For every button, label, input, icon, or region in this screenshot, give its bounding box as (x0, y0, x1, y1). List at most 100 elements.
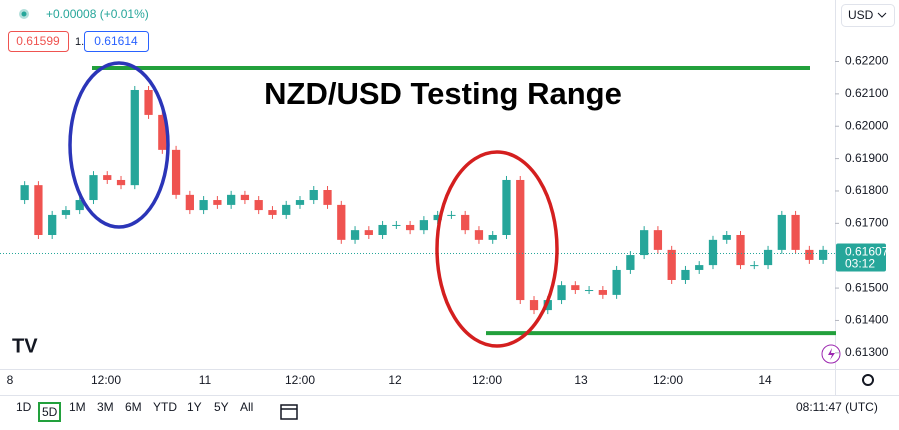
range-button[interactable]: 1Y (187, 400, 202, 414)
x-tick-label: 13 (574, 373, 588, 387)
chart: NZD/USD Testing Range +0.00008 (+0.01%) … (0, 0, 899, 395)
candle (708, 239, 718, 266)
y-tick-label: 0.61500 (845, 280, 889, 294)
candle (777, 214, 786, 250)
y-tick-label: 0.61400 (845, 313, 889, 327)
x-tick-label: 8 (7, 373, 14, 387)
y-tick-label: 0.62200 (845, 54, 889, 68)
candle (61, 210, 71, 215)
y-tick-label: 0.62000 (845, 118, 889, 132)
candle (461, 214, 470, 231)
candle (103, 175, 112, 180)
candle (750, 265, 759, 267)
y-tick-label: 0.61700 (845, 216, 889, 230)
candle (695, 265, 704, 270)
range-button[interactable]: 1M (69, 400, 86, 414)
range-button[interactable]: 6M (125, 400, 142, 414)
candle (227, 194, 236, 205)
y-tick-label: 0.61900 (845, 151, 889, 165)
y-tick-label: 0.61800 (845, 183, 889, 197)
candle (584, 290, 594, 292)
x-tick-label: 12:00 (91, 373, 121, 387)
candle (626, 255, 635, 270)
x-tick-label: 12 (388, 373, 402, 387)
y-tick-label: 0.61300 (845, 345, 889, 359)
bid-price: 0.61599 (16, 34, 60, 48)
candle (240, 194, 250, 201)
x-tick-label: 12:00 (472, 373, 502, 387)
alert-bolt (828, 348, 835, 360)
x-tick-label: 11 (199, 373, 212, 387)
range-button[interactable]: 1D (16, 400, 32, 414)
candle (557, 285, 566, 301)
candle (516, 179, 525, 301)
candle (20, 185, 29, 201)
range-button[interactable]: 5D (38, 402, 62, 422)
highlight-ellipse (68, 61, 170, 229)
price-change: +0.00008 (+0.01%) (46, 7, 149, 21)
candle (447, 214, 456, 216)
candle (185, 194, 194, 211)
ask-box[interactable] (84, 31, 149, 52)
bid-box[interactable] (8, 31, 69, 52)
tv-logo: TV (12, 335, 38, 357)
candle (529, 300, 539, 311)
candle (116, 179, 126, 186)
candle (337, 204, 346, 240)
candle (612, 269, 621, 295)
candle (791, 214, 800, 250)
candle (419, 220, 429, 231)
x-tick-label: 12:00 (653, 373, 683, 387)
highlight-ellipse (435, 150, 559, 348)
last-price: 0.61607 (845, 245, 889, 259)
candle (736, 234, 745, 266)
candle (171, 149, 181, 195)
currency-dropdown[interactable] (841, 4, 895, 27)
candle (213, 200, 222, 205)
candle (350, 230, 360, 240)
candle (282, 204, 291, 215)
range-button[interactable]: All (240, 400, 254, 414)
candle (392, 224, 401, 226)
candle (571, 285, 580, 291)
candle (722, 234, 731, 240)
x-tick-label: 14 (758, 373, 772, 387)
candle (158, 114, 167, 150)
candle (268, 210, 277, 215)
candle (254, 200, 263, 211)
candle (640, 230, 649, 256)
candle (130, 89, 139, 186)
candle (488, 234, 497, 240)
candle (295, 200, 305, 205)
candle (474, 230, 484, 240)
range-button[interactable]: 5Y (214, 400, 229, 414)
currency: USD (848, 8, 874, 22)
candle (378, 224, 387, 235)
candle (364, 230, 373, 235)
candle (433, 214, 442, 221)
candle (75, 200, 84, 211)
candle (309, 190, 318, 201)
candle (681, 269, 690, 280)
countdown: 03:12 (845, 257, 875, 271)
candle (653, 230, 663, 250)
date-range-icon[interactable] (279, 402, 301, 422)
settings-icon[interactable] (862, 374, 874, 386)
range-button[interactable]: 3M (97, 400, 114, 414)
candle (805, 249, 814, 260)
candle (598, 290, 607, 295)
ask-price: 0.61614 (94, 34, 138, 48)
candle (34, 185, 43, 235)
last-price-box (836, 243, 886, 272)
candle (48, 214, 57, 235)
candle (89, 175, 98, 201)
range-button[interactable]: YTD (153, 400, 177, 414)
candle (502, 179, 511, 235)
bottom-toolbar (0, 395, 899, 430)
candle (667, 249, 676, 280)
chart-title: NZD/USD Testing Range (264, 76, 622, 111)
dropdown-arrow (877, 12, 887, 18)
candle (199, 200, 208, 211)
candle (763, 249, 773, 266)
